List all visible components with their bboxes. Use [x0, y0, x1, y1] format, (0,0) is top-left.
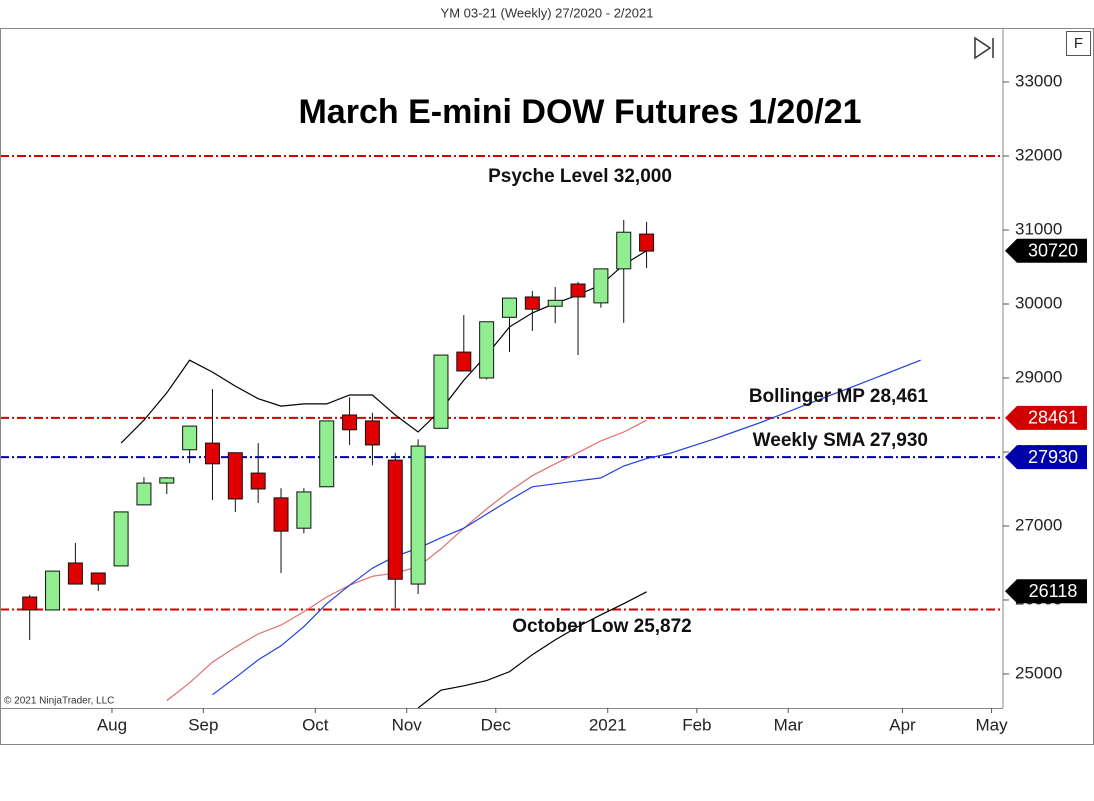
candle-body: [524, 296, 540, 310]
button-box[interactable]: [1066, 31, 1091, 56]
level-annotation: Weekly SMA 27,930: [753, 430, 928, 451]
x-tick-label: Dec: [481, 715, 512, 734]
candle-body: [22, 596, 38, 611]
price-marker-label: 27930: [1028, 447, 1078, 467]
candle-body: [342, 414, 358, 431]
candle-body: [410, 445, 426, 585]
y-tick-label: 30000: [1015, 293, 1062, 312]
indicator-line: [417, 591, 647, 708]
x-tick-label: Aug: [97, 715, 127, 734]
x-tick-label: Oct: [302, 715, 329, 734]
candle-body: [67, 562, 83, 585]
candle-body: [227, 452, 243, 500]
price-marker: [1005, 579, 1087, 604]
price-marker: [1005, 238, 1087, 263]
x-tick-label: Apr: [889, 715, 916, 734]
y-tick-label: 31000: [1015, 219, 1062, 238]
level-annotation: Bollinger MP 28,461: [749, 386, 929, 407]
candle-body: [639, 233, 655, 252]
candle-body: [182, 425, 198, 451]
chart-header: YM 03-21 (Weekly) 27/2020 - 2/2021: [441, 5, 654, 20]
x-tick-label: Mar: [774, 715, 804, 734]
plot-area: [1, 155, 1003, 708]
y-tick-label: 25000: [1015, 663, 1062, 682]
candle-body: [593, 268, 609, 304]
x-tick-label: Feb: [682, 715, 711, 734]
candle-body: [113, 511, 129, 567]
frame: [0, 28, 1094, 745]
indicator-line: [212, 359, 921, 696]
level-annotation: Psyche Level 32,000: [488, 166, 672, 187]
y-tick-label: 33000: [1015, 71, 1062, 90]
candle-body: [273, 497, 289, 532]
play-icon[interactable]: [974, 36, 994, 60]
price-marker: [1005, 405, 1087, 430]
price-marker-label: 28461: [1028, 408, 1078, 428]
candle-body: [90, 572, 106, 585]
price-marker-label: 26118: [1029, 581, 1078, 601]
chart-title: March E-mini DOW Futures 1/20/21: [298, 93, 861, 131]
y-tick-label: 29000: [1015, 367, 1062, 386]
x-tick-label: May: [976, 715, 1009, 734]
candle-body: [45, 570, 61, 611]
candle-body: [547, 299, 563, 307]
candle-body: [616, 231, 632, 270]
price-marker: [1005, 445, 1087, 470]
candle-body: [570, 283, 586, 298]
candle-body: [136, 482, 152, 506]
button-label[interactable]: F: [1074, 35, 1083, 52]
indicator-line: [120, 250, 647, 444]
candle-body: [479, 321, 495, 379]
x-tick-label: Sep: [188, 715, 218, 734]
candle-body: [204, 442, 220, 465]
candle-body: [501, 297, 517, 318]
candle-body: [387, 459, 403, 580]
y-tick-label: 32000: [1015, 145, 1062, 164]
x-tick-label: 2021: [589, 715, 627, 734]
indicator-line: [166, 419, 647, 702]
candle-body: [456, 351, 472, 372]
candle-body: [364, 420, 380, 446]
candle-body: [250, 472, 266, 490]
copyright: © 2021 NinjaTrader, LLC: [4, 696, 114, 707]
candle-body: [159, 477, 175, 484]
candle-body: [296, 491, 312, 529]
candle-body: [433, 354, 449, 429]
price-marker-label: 30720: [1028, 240, 1078, 260]
x-tick-label: Nov: [392, 715, 423, 734]
level-annotation: October Low 25,872: [512, 616, 692, 637]
y-tick-label: 27000: [1015, 515, 1062, 534]
candle-body: [319, 420, 335, 488]
